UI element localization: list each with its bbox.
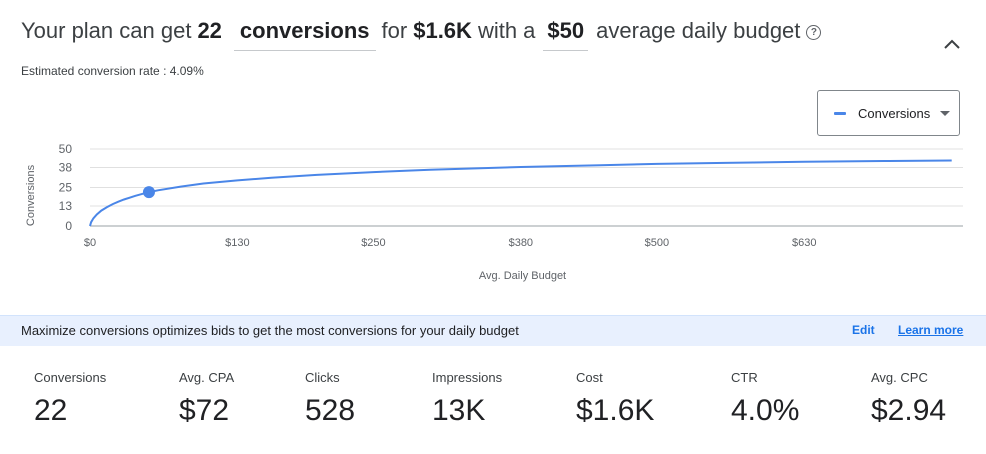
stat-avg-cpa: Avg. CPA $72 [179,370,234,428]
x-tick-label: $630 [792,237,816,249]
caret-down-icon [940,110,951,116]
learn-more-link[interactable]: Learn more [898,323,964,337]
stat-value: 22 [34,394,68,427]
y-tick-label: 25 [59,181,73,195]
chart-metric-label: Conversions [858,105,931,121]
headline-cost: $1.6K [413,18,472,43]
collapse-button[interactable] [940,32,964,56]
y-tick-label: 13 [59,199,73,213]
stat-label: Avg. CPA [179,370,235,385]
stat-label: Avg. CPC [871,370,928,385]
x-tick-label: $500 [645,237,669,249]
stat-conversions: Conversions 22 [34,370,106,428]
stat-value: 528 [305,394,356,427]
headline-suffix: average daily budget [596,18,801,43]
x-tick-label: $0 [84,237,96,249]
chevron-up-icon [944,39,960,49]
y-axis-title: Conversions [25,164,37,226]
headline-with: with a [477,18,536,43]
forecast-chart: 0 13 25 38 50 $0 $130 $250 $380 $500 $630 Avg. Dail… [25,142,963,282]
stat-value: 13K [432,394,486,427]
current-budget-point [142,186,155,199]
series-swatch [834,111,846,115]
x-axis-title: Avg. Daily Budget [479,270,566,282]
chart-metric-dropdown[interactable]: Conversions [817,90,960,136]
edit-link[interactable]: Edit [852,323,875,337]
stat-cost: Cost $1.6K [576,370,654,428]
stat-value: $1.6K [576,394,655,427]
stat-label: CTR [731,370,758,385]
info-message: Maximize conversions optimizes bids to g… [21,323,519,338]
x-tick-label: $250 [361,237,385,249]
headline-conversions-count: 22 [197,18,222,43]
plan-headline: Your plan can get 22 conversions for $1.… [21,18,822,54]
info-bar: Maximize conversions optimizes bids to g… [0,315,986,346]
stat-value: 4.0% [731,394,800,427]
stat-value: $2.94 [871,394,947,427]
stat-ctr: CTR 4.0% [731,370,799,428]
budget-selector[interactable]: $50 [543,18,589,51]
x-tick-label: $380 [509,237,533,249]
stat-value: $72 [179,394,230,427]
stat-label: Impressions [432,370,503,385]
stat-clicks: Clicks 528 [305,370,355,428]
stat-label: Conversions [34,370,107,385]
x-tick-label: $130 [225,237,249,249]
stat-avg-cpc: Avg. CPC $2.94 [871,370,946,428]
headline-for: for [381,18,408,43]
series-line-conversions [89,159,952,227]
y-tick-label: 38 [59,160,73,174]
y-tick-label: 50 [59,142,73,156]
stat-impressions: Impressions 13K [432,370,502,428]
stat-label: Cost [576,370,603,385]
metric-selector[interactable]: conversions [233,18,376,51]
stat-label: Clicks [305,370,340,385]
help-icon[interactable]: ? [806,25,822,40]
estimated-conversion-rate: Estimated conversion rate : 4.09% [21,64,204,78]
headline-prefix: Your plan can get [21,18,192,43]
y-tick-label: 0 [65,219,72,233]
